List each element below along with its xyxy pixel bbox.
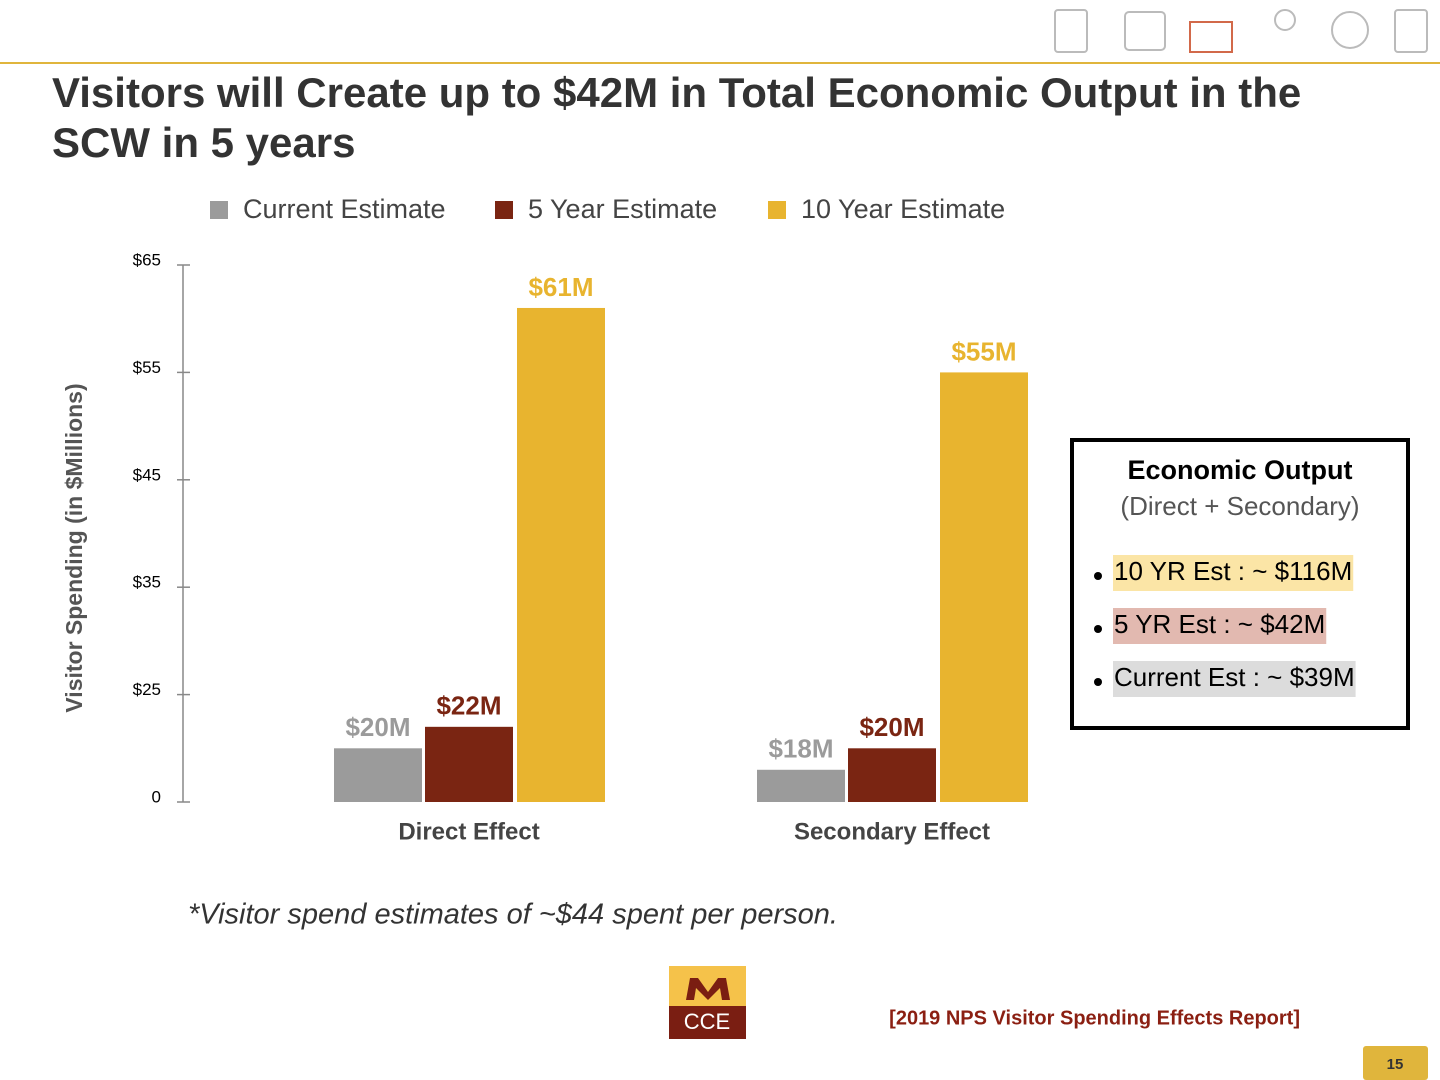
y-axis-label: Visitor Spending (in $Millions)	[61, 383, 87, 712]
x-tick-label: Direct Effect	[398, 818, 539, 845]
legend-swatch	[495, 201, 513, 219]
logo-top	[669, 966, 746, 1006]
bar	[940, 372, 1028, 802]
page-number: 15	[1387, 1056, 1404, 1073]
bar	[334, 748, 422, 802]
y-tick-label: $35	[133, 573, 161, 592]
y-tick-label: $55	[133, 358, 161, 377]
source: [2019 NPS Visitor Spending Effects Repor…	[889, 1007, 1300, 1029]
data-label: $55M	[951, 336, 1016, 366]
chart-title: Visitors will Create up to $42M in Total…	[52, 69, 1301, 166]
note-highlight	[1113, 608, 1327, 644]
footnote: *Visitor spend estimates of ~$44 spent p…	[188, 899, 838, 931]
bullet	[1094, 572, 1102, 580]
data-label: $20M	[345, 712, 410, 742]
bar	[517, 307, 605, 802]
logo-mark	[686, 978, 730, 1000]
note-highlight	[1113, 661, 1356, 697]
y-tick-label: $25	[133, 680, 161, 699]
bar	[425, 726, 513, 802]
data-label: $18M	[768, 734, 833, 764]
legend: Current Estimate 5 Year Estimate 10 Year E…	[210, 194, 1005, 224]
y-tick-label: $65	[133, 250, 161, 269]
note-item: 5 YR Est : ~ $42M	[1114, 609, 1325, 639]
header-icons	[1054, 9, 1428, 53]
data-label: $22M	[436, 691, 501, 721]
page-badge	[1363, 1046, 1428, 1080]
legend-label: 10 Year Estimate	[801, 194, 1005, 224]
legend-label: 5 Year Estimate	[528, 194, 717, 224]
logo-bottom	[669, 1006, 746, 1039]
note-subtitle: (Direct + Secondary)	[1120, 491, 1359, 521]
note-item: 10 YR Est : ~ $116M	[1114, 556, 1352, 586]
legend-swatch	[210, 201, 228, 219]
data-label: $20M	[859, 712, 924, 742]
bar	[848, 748, 936, 802]
bullet	[1094, 625, 1102, 633]
note-title: Economic Output	[1128, 455, 1353, 485]
x-tick-label: Secondary Effect	[794, 818, 990, 845]
note-item: Current Est : ~ $39M	[1114, 662, 1355, 692]
legend-swatch	[768, 201, 786, 219]
y-tick-label: 0	[152, 787, 161, 806]
bullet	[1094, 678, 1102, 686]
bar	[757, 769, 845, 802]
legend-label: Current Estimate	[243, 194, 446, 224]
logo-text: CCE	[684, 1009, 730, 1034]
data-label: $61M	[528, 272, 593, 302]
note-highlight	[1113, 555, 1354, 591]
y-tick-label: $45	[133, 465, 161, 484]
